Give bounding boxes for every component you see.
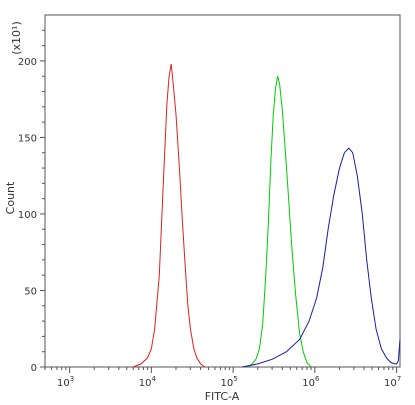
- x-tick-label: 104: [139, 375, 157, 389]
- y-axis-multiplier: (x10¹): [10, 21, 23, 55]
- y-tick-label: 100: [18, 210, 37, 221]
- y-tick-label: 50: [24, 286, 37, 297]
- histogram-series-1: [133, 63, 206, 368]
- y-tick-label: 200: [18, 57, 37, 68]
- x-tick-label: 107: [384, 375, 401, 389]
- plot-frame: [44, 14, 401, 368]
- y-tick-label: 150: [18, 133, 37, 144]
- x-tick-label: 105: [221, 375, 238, 389]
- y-axis-label: Count: [4, 181, 17, 214]
- x-axis-label: FITC-A: [205, 390, 240, 403]
- histogram-series-3: [242, 147, 401, 368]
- y-tick-label: 0: [31, 363, 37, 374]
- x-tick-label: 103: [57, 375, 74, 389]
- x-tick-label: 106: [302, 375, 320, 389]
- histogram-series-2: [247, 76, 312, 368]
